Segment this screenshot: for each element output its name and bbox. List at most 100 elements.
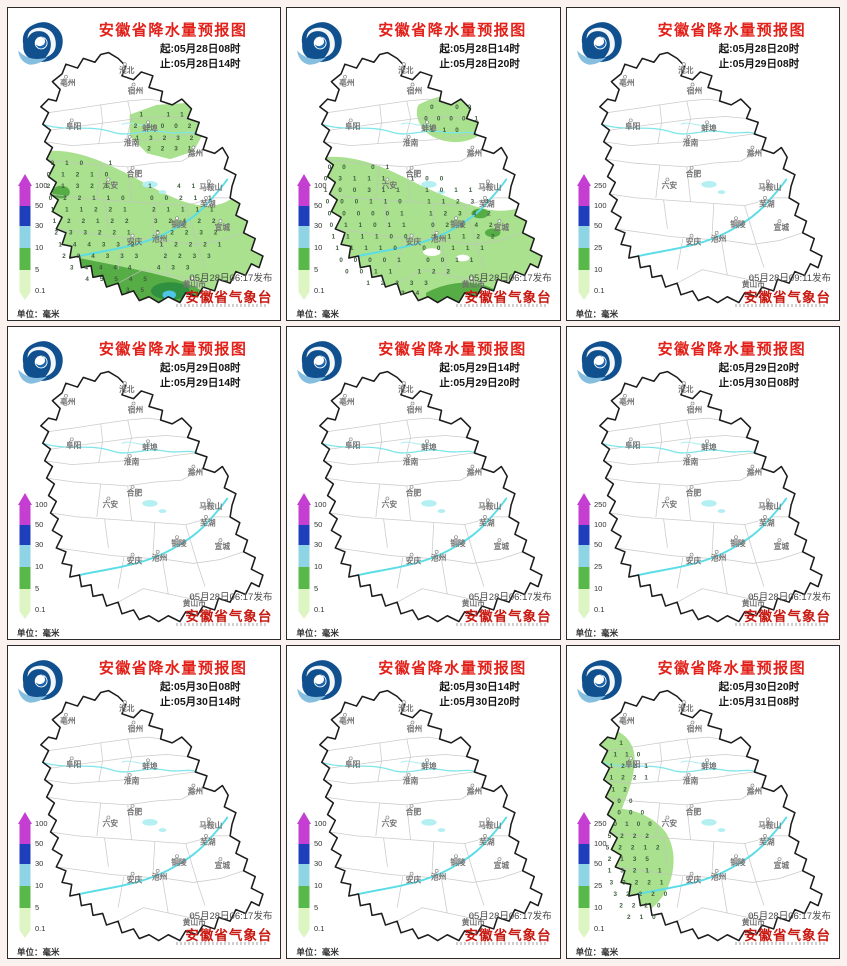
station-value: 1 [361, 234, 365, 241]
city-label: 亳州 [619, 397, 635, 407]
legend-segment [298, 226, 310, 248]
panel-title: 安徽省降水量预报图 [657, 341, 807, 358]
city-marker-icon [733, 535, 738, 540]
city-marker-icon [218, 219, 223, 224]
legend-arrow-icon [297, 493, 312, 505]
station-value: 1 [374, 268, 378, 275]
city-label: 宿州 [686, 723, 702, 733]
station-value: 4 [113, 265, 117, 272]
city-marker-icon [777, 857, 782, 862]
station-value: 2 [491, 234, 495, 241]
station-value: 1 [324, 187, 328, 194]
prefecture-borders [44, 736, 244, 922]
city-label: 芜湖 [759, 518, 775, 528]
city-label: 阜阳 [625, 759, 641, 769]
city-marker-icon [689, 871, 694, 876]
forecast-time-range: 起:05月29日08时 止:05月29日14时 [160, 361, 241, 391]
city-marker-icon [497, 219, 502, 224]
city-label: 蚌埠 [142, 123, 158, 133]
station-value: 2 [109, 206, 113, 213]
legend-bottom-taper [578, 611, 590, 619]
city-marker-icon [749, 914, 753, 919]
forecast-panel: 淮北 宿州 亳州 阜阳 蚌埠 淮南 滁州 合肥 六安 马鞍山 芜湖 铜陵 宣城 池州 安庆 黄山市 安徽省降水… [565, 7, 840, 321]
station-value: 2 [447, 268, 451, 275]
meteo-logo-icon [297, 660, 343, 703]
city-label: 合肥 [126, 807, 143, 817]
legend-tick-label: 0.1 [314, 605, 324, 614]
station-value: 2 [656, 844, 660, 851]
station-values: 1 1 12 1 0 0 21 3 2 3 22 2 3 10 1 0 10 1 2 1 02 1 3 2 1 1 4 10 2 2 1 1 0… [47, 112, 222, 294]
city-marker-icon [762, 515, 767, 519]
start-time: 起:05月29日08时 [160, 362, 241, 374]
station-value: 2 [55, 230, 59, 237]
city-marker-icon [486, 817, 491, 822]
city-marker-icon [155, 549, 160, 554]
station-value: 1 [625, 821, 629, 828]
city-label: 马鞍山 [758, 820, 781, 830]
chaohu-lake [421, 818, 438, 826]
meteo-logo-icon [18, 660, 63, 703]
station-value: 0 [121, 195, 125, 202]
station-value: 1 [160, 241, 164, 248]
panel-title: 安徽省降水量预报图 [98, 660, 248, 677]
station-value: 2 [644, 903, 648, 910]
legend-tick-label: 0.1 [594, 286, 604, 295]
agency-watermark [176, 623, 269, 626]
legend-unit-label: 单位：毫米 [575, 628, 619, 638]
legend-bottom-taper [578, 292, 590, 300]
city-label: 安庆 [685, 555, 701, 565]
city-label: 马鞍山 [479, 182, 502, 192]
city-label: 芜湖 [200, 837, 216, 847]
legend-unit-label: 单位：毫米 [575, 309, 619, 319]
city-label: 亳州 [60, 716, 76, 726]
city-label: 六安 [103, 818, 119, 828]
start-time: 起:05月28日20时 [718, 43, 800, 55]
legend-unit-label: 单位：毫米 [17, 628, 60, 638]
station-value: 4 [177, 183, 181, 190]
station-value: 0 [341, 199, 345, 206]
station-value: 1 [386, 164, 390, 171]
station-value: 3 [401, 290, 405, 297]
station-value: 2 [631, 844, 635, 851]
station-value: 1 [400, 210, 404, 217]
legend-tick-label: 100 [314, 819, 327, 828]
city-marker-icon [765, 498, 770, 503]
rivers [42, 760, 229, 896]
city-label: 亳州 [619, 716, 635, 726]
station-value: 1 [367, 280, 371, 287]
legend-segment [298, 545, 310, 567]
legend-segment [578, 226, 590, 248]
start-time: 起:05月28日08时 [160, 43, 241, 55]
station-value: 2 [621, 775, 625, 782]
station-value: 1 [402, 222, 406, 229]
city-marker-icon [435, 549, 439, 554]
agency-watermark [735, 304, 827, 307]
city-label: 蚌埠 [422, 442, 438, 452]
station-value: 3 [106, 253, 110, 260]
city-marker-icon [483, 834, 488, 838]
city-label: 铜陵 [730, 538, 746, 548]
legend-segment [298, 248, 310, 270]
city-label: 蚌埠 [701, 761, 717, 771]
station-value: 3 [174, 145, 178, 152]
city-label: 合肥 [405, 169, 422, 179]
city-marker-icon [407, 772, 411, 777]
city-label: 黄山市 [462, 279, 485, 289]
precip-legend: 0.1 5 10 30 50 100 [295, 492, 355, 620]
station-value: 4 [91, 253, 95, 260]
city-label: 黄山市 [183, 598, 206, 608]
legend-tick-label: 30 [35, 859, 43, 868]
river-line [321, 442, 478, 454]
rivers [42, 441, 229, 577]
river-line [321, 123, 478, 135]
legend-tick-label: 5 [314, 265, 318, 274]
river-line [121, 441, 152, 445]
station-value: 2 [633, 833, 637, 840]
legend-segment [19, 186, 31, 206]
start-time: 起:05月30日08时 [160, 681, 241, 693]
